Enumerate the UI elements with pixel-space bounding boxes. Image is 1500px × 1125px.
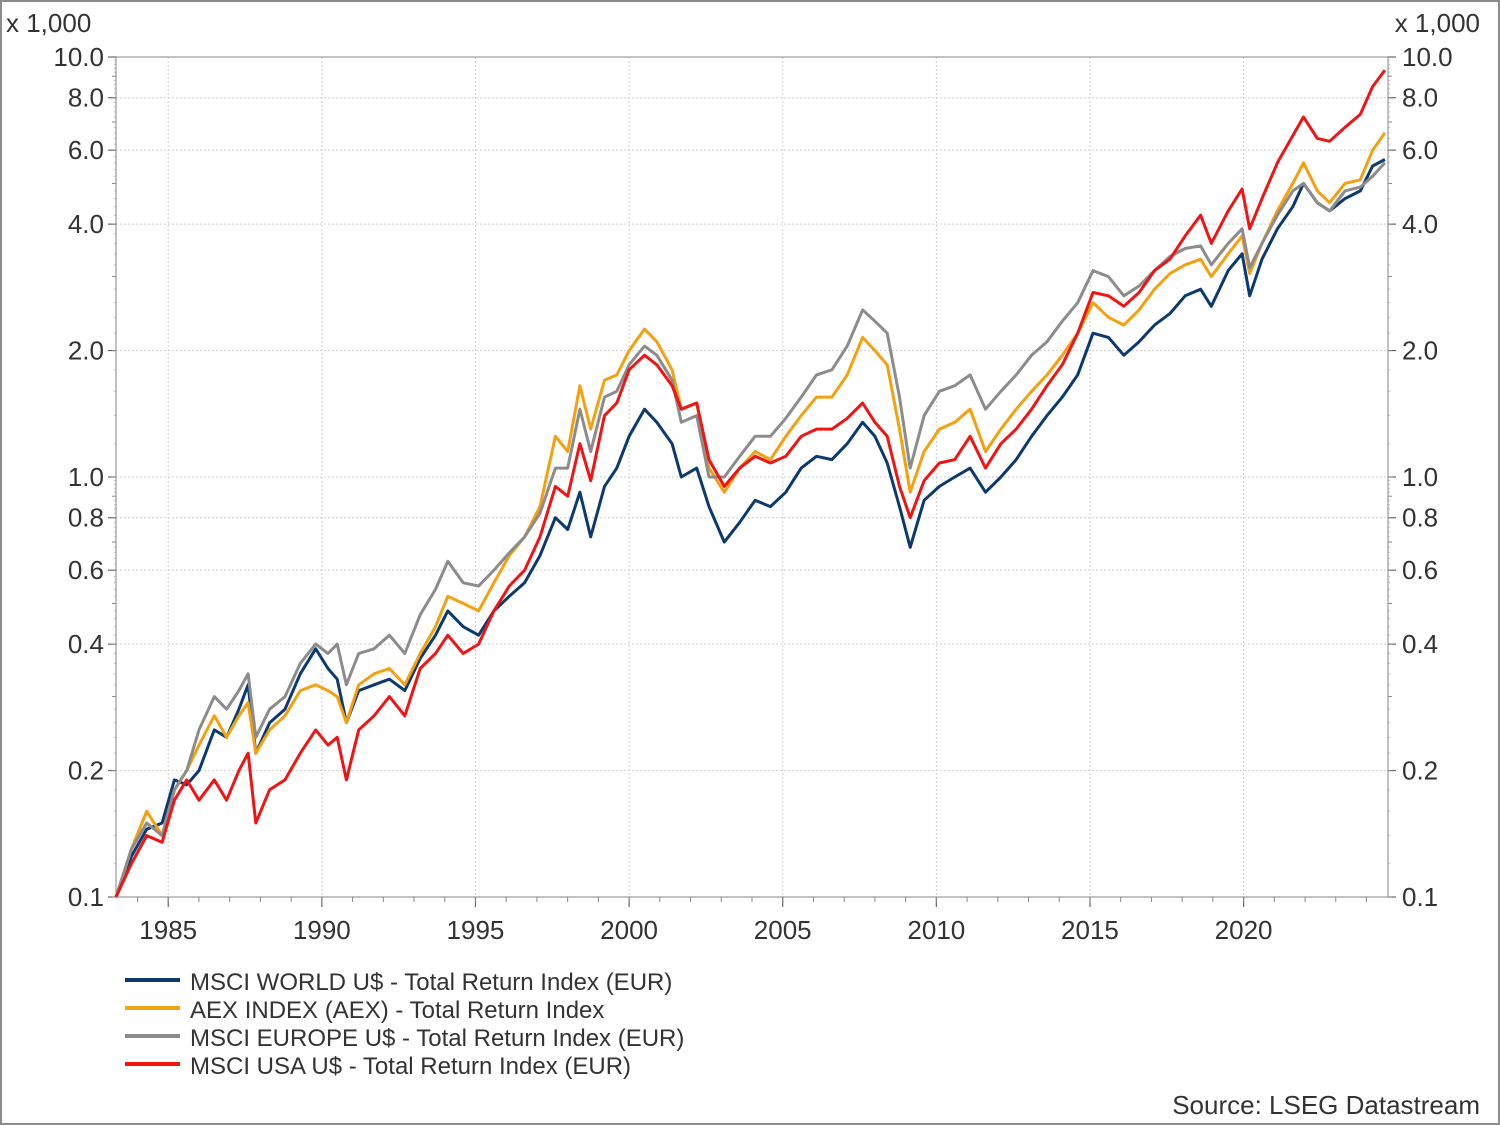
x-tick-label: 2005 (754, 915, 812, 945)
grid (116, 56, 1388, 898)
x-tick-label: 2020 (1215, 915, 1273, 945)
axes: 10.0 10.0 8.0 8.0 6.0 6.0 4.0 4.0 2.0 2.0 1.0 1.0 0.… (53, 42, 1452, 945)
x-tick-label: 2000 (600, 915, 658, 945)
y-tick-label-right: 0.8 (1402, 503, 1438, 533)
y-tick-label-left: 0.4 (68, 629, 104, 659)
y-tick-label-left: 1.0 (68, 462, 104, 492)
y-tick-label-left: 0.6 (68, 555, 104, 585)
y-tick-label-right: 0.1 (1402, 882, 1438, 912)
x-tick-label: 1985 (139, 915, 197, 945)
legend-label-1: AEX INDEX (AEX) - Total Return Index (190, 997, 604, 1024)
y-unit-label-right: x 1,000 (1395, 8, 1480, 38)
y-tick-label-right: 0.4 (1402, 629, 1438, 659)
x-tick-label: 1990 (293, 915, 351, 945)
x-tick-label: 2010 (907, 915, 965, 945)
y-tick-label-left: 0.1 (68, 882, 104, 912)
series-lines (114, 69, 1387, 898)
legend-label-0: MSCI WORLD U$ - Total Return Index (EUR) (190, 969, 672, 996)
y-tick-label-left: 0.2 (68, 756, 104, 786)
y-tick-label-right: 8.0 (1402, 83, 1438, 113)
x-tick-label: 2015 (1061, 915, 1119, 945)
y-tick-label-right: 1.0 (1402, 462, 1438, 492)
y-unit-label-left: x 1,000 (6, 8, 91, 38)
series-line-2 (114, 161, 1387, 898)
x-tick-label: 1995 (447, 915, 505, 945)
y-tick-label-left: 6.0 (68, 135, 104, 165)
source-note: Source: LSEG Datastream (1172, 1090, 1480, 1120)
y-tick-label-right: 6.0 (1402, 135, 1438, 165)
y-tick-label-left: 0.8 (68, 503, 104, 533)
y-tick-label-right: 0.6 (1402, 555, 1438, 585)
y-tick-label-left: 4.0 (68, 209, 104, 239)
series-line-1 (114, 131, 1387, 898)
series-line-3 (114, 69, 1387, 898)
y-tick-label-right: 2.0 (1402, 336, 1438, 366)
legend: MSCI WORLD U$ - Total Return Index (EUR)… (125, 969, 684, 1080)
legend-label-2: MSCI EUROPE U$ - Total Return Index (EUR… (190, 1025, 684, 1052)
y-tick-label-left: 2.0 (68, 336, 104, 366)
legend-label-3: MSCI USA U$ - Total Return Index (EUR) (190, 1053, 631, 1080)
y-tick-label-left: 8.0 (68, 83, 104, 113)
y-tick-label-left: 10.0 (53, 42, 104, 72)
series-line-0 (114, 158, 1386, 898)
y-tick-label-right: 0.2 (1402, 756, 1438, 786)
y-tick-label-right: 10.0 (1402, 42, 1453, 72)
y-tick-label-right: 4.0 (1402, 209, 1438, 239)
